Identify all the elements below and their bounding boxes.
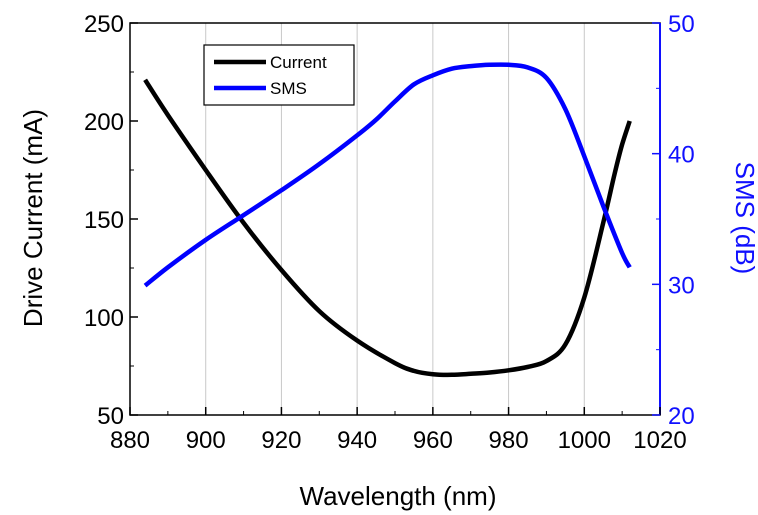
legend-label-sms: SMS: [270, 79, 307, 98]
x-axis: 880 900 920 940 960 980 1000 1020: [110, 407, 687, 454]
left-y-tick-label: 250: [84, 11, 124, 38]
legend-label-current: Current: [270, 53, 327, 72]
left-y-tick-label: 150: [84, 207, 124, 234]
right-y-tick-label: 50: [668, 11, 695, 38]
x-axis-title: Wavelength (nm): [300, 481, 497, 511]
right-y-tick-label: 20: [668, 403, 695, 430]
x-tick-label: 940: [337, 427, 377, 454]
x-tick-label: 1020: [633, 427, 686, 454]
x-tick-label: 920: [261, 427, 301, 454]
x-tick-label: 1000: [558, 427, 611, 454]
right-y-tick-label: 30: [668, 272, 695, 299]
right-y-axis-title: SMS (dB): [730, 162, 758, 275]
x-tick-label: 960: [413, 427, 453, 454]
series-line-sms: [143, 62, 632, 288]
series-line-current: [143, 78, 632, 378]
left-y-tick-label: 200: [84, 109, 124, 136]
left-y-tick-label: 100: [84, 305, 124, 332]
x-tick-label: 900: [186, 427, 226, 454]
legend-box: [203, 44, 355, 106]
left-y-axis-title: Drive Current (mA): [18, 109, 48, 327]
x-tick-label: 880: [110, 427, 150, 454]
x-tick-label: 980: [489, 427, 529, 454]
right-y-axis: 20 30 40 50: [652, 11, 695, 430]
left-y-tick-label: 50: [97, 403, 124, 430]
legend: Current SMS: [203, 44, 355, 106]
left-y-axis: 50 100 150 200 250: [84, 11, 138, 430]
series-lines: [143, 62, 632, 378]
right-y-tick-label: 40: [668, 142, 695, 169]
